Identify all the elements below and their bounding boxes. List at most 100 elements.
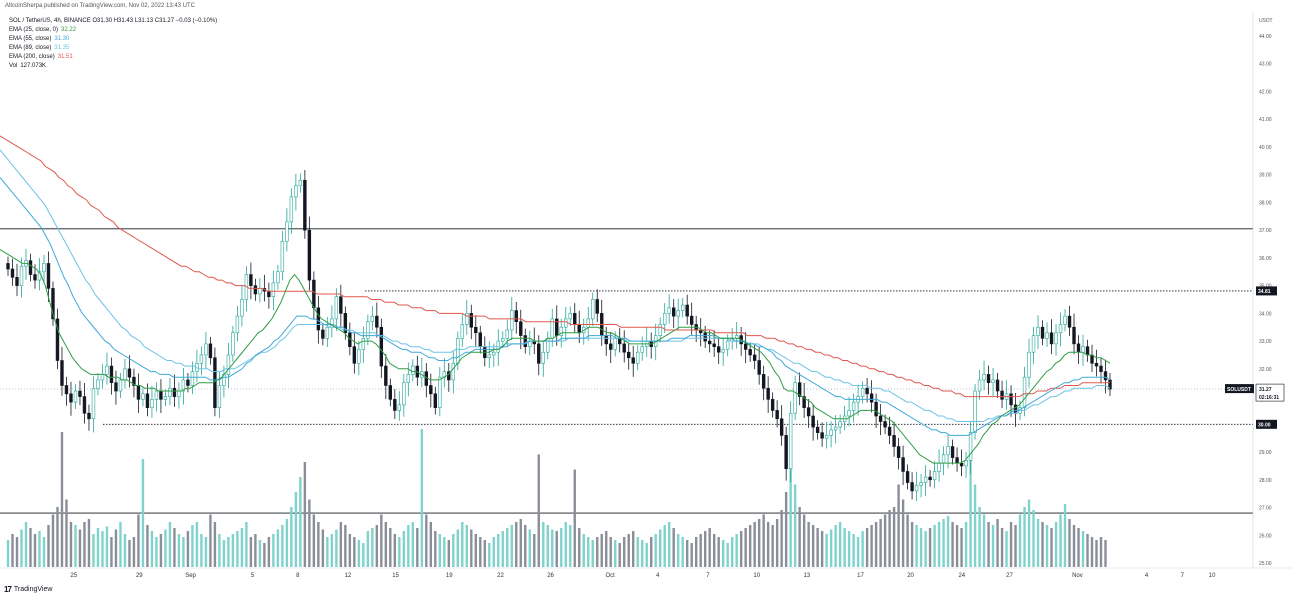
- volume-bar: [60, 432, 64, 567]
- volume-bar: [564, 522, 567, 567]
- candle-body: [658, 324, 662, 336]
- volume-bar: [1077, 528, 1080, 567]
- volume-bar: [20, 529, 23, 567]
- volume-bar: [533, 534, 536, 567]
- candle-body: [123, 368, 127, 381]
- legend-row[interactable]: EMA (89, close) 31.35: [9, 44, 217, 53]
- candle-body: [100, 374, 105, 381]
- candle-body: [361, 338, 366, 350]
- candle-body: [478, 332, 482, 347]
- candle-body: [514, 310, 518, 322]
- volume-bar: [24, 522, 28, 567]
- volume-bar: [924, 531, 927, 567]
- volume-bar: [906, 514, 909, 567]
- candle-body: [586, 318, 590, 328]
- time-tick-label: 26: [547, 573, 554, 579]
- candle-body: [42, 263, 46, 273]
- volume-bar: [290, 507, 293, 567]
- candle-body: [1076, 343, 1081, 353]
- price-tick-label: 42.00: [1259, 89, 1272, 95]
- legend-value: 31.35: [54, 45, 70, 51]
- volume-bar: [870, 525, 873, 567]
- candle-body: [775, 410, 779, 420]
- volume-bar: [748, 525, 752, 567]
- candle-body: [397, 404, 402, 411]
- volume-bar: [254, 534, 257, 567]
- candle-body: [447, 371, 451, 381]
- volume-bar: [757, 519, 761, 567]
- volume-bar: [470, 529, 473, 567]
- candle-body: [757, 360, 761, 375]
- candle-body: [78, 390, 82, 397]
- legend-row[interactable]: EMA (25, close, 0) 32.22: [9, 26, 217, 35]
- candle-body: [235, 315, 240, 334]
- candle-body: [168, 387, 172, 397]
- volume-bar: [798, 507, 801, 567]
- volume-bar: [605, 531, 608, 567]
- volume-bar: [74, 525, 77, 567]
- candle-body: [303, 179, 307, 231]
- volume-bar: [150, 531, 154, 567]
- candle-body: [1045, 332, 1049, 339]
- ema89-line: [0, 149, 1111, 422]
- candle-body: [905, 471, 910, 483]
- volume-bar: [937, 522, 941, 567]
- volume-bar: [1009, 522, 1013, 567]
- volume-bar: [560, 528, 563, 567]
- candle-body: [676, 310, 680, 317]
- candle-body: [618, 338, 622, 345]
- volume-bar: [105, 526, 109, 567]
- candle-body: [370, 315, 375, 322]
- time-tick-label: 22: [497, 573, 504, 579]
- volume-bar: [366, 531, 370, 567]
- candle-body: [64, 385, 69, 395]
- volume-bar: [299, 477, 302, 567]
- candle-body: [438, 376, 442, 408]
- volume-bar: [6, 540, 10, 567]
- candle-body: [154, 390, 159, 400]
- candle-body: [860, 387, 865, 397]
- candle-body: [343, 313, 348, 334]
- volume-bar: [497, 534, 500, 567]
- legend-row[interactable]: SOL / TetherUS, 4h, BINANCE O31.30 H31.4…: [9, 17, 217, 26]
- volume-bar: [672, 528, 675, 567]
- candle-body: [748, 349, 752, 356]
- tradingview-footer[interactable]: 17 TradingView: [4, 585, 52, 594]
- price-tick-label: 36.00: [1259, 256, 1272, 262]
- candle-body: [298, 179, 303, 187]
- candle-body: [339, 296, 343, 314]
- volume-bar: [420, 429, 424, 567]
- candle-body: [334, 296, 339, 320]
- volume-bar: [573, 469, 576, 567]
- candle-body: [501, 338, 505, 342]
- time-axis[interactable]: 25 29 Sep 5 8 12 15 19 22 26 Oct 4 7 10 13 17 20 24 27 Nov 4…: [0, 567, 1292, 579]
- candle-body: [1094, 362, 1099, 367]
- volume-bar: [312, 514, 316, 567]
- volume-bar: [1104, 540, 1107, 567]
- time-tick-label: 17: [857, 573, 864, 579]
- candle-body: [10, 268, 15, 278]
- volume-bar: [236, 531, 239, 567]
- volume-bar: [802, 514, 806, 567]
- candle-body: [55, 318, 60, 361]
- volume-bar: [519, 519, 522, 567]
- candle-body: [190, 371, 195, 386]
- candle-body: [743, 343, 748, 350]
- volume-bar: [101, 531, 104, 567]
- volume-bar: [1050, 528, 1053, 567]
- candle-body: [995, 379, 1000, 392]
- volume-bar: [901, 499, 905, 567]
- volume-bar: [191, 525, 194, 567]
- price-tick-label: 28.00: [1259, 478, 1272, 484]
- candle-body: [636, 351, 640, 364]
- candle-body: [1027, 351, 1031, 378]
- volume-bar: [708, 528, 711, 567]
- legend-row[interactable]: EMA (200, close) 31.51: [9, 53, 217, 62]
- volume-bar: [843, 528, 846, 567]
- legend-row[interactable]: EMA (55, close) 31.30: [9, 35, 217, 44]
- volume-bar: [1081, 531, 1085, 567]
- volume-bar: [177, 534, 181, 567]
- volume-bar: [784, 492, 788, 567]
- legend-row[interactable]: Vol 127.073K: [9, 62, 217, 71]
